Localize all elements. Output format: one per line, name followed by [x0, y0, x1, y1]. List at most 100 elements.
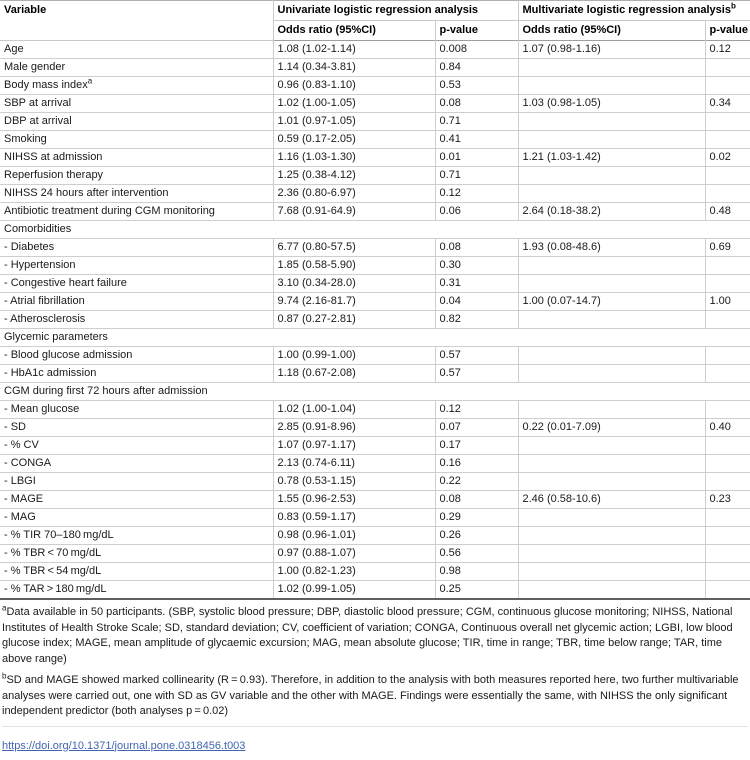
uni-p-value-cell: 0.17: [434, 436, 518, 455]
multi-odds-ratio-cell: 0.22 (0.01-7.09): [517, 418, 705, 437]
uni-odds-ratio-cell: 0.96 (0.83-1.10): [272, 76, 435, 95]
multi-odds-ratio-cell: [517, 454, 705, 473]
table-row: - MAGE 1.55 (0.96-2.53) 0.08 2.46 (0.58-10.…: [0, 490, 750, 509]
uni-odds-ratio-cell: 1.85 (0.58-5.90): [272, 256, 435, 275]
multi-odds-ratio-cell: [517, 508, 705, 527]
multi-p-value-cell: [704, 436, 750, 455]
table-row: - LBGI 0.78 (0.53-1.15) 0.22: [0, 472, 750, 491]
variable-cell: Body mass indexa: [0, 76, 273, 95]
uni-odds-ratio-cell: 1.02 (1.00-1.04): [272, 400, 435, 419]
table-row: Reperfusion therapy 1.25 (0.38-4.12) 0.71: [0, 166, 750, 185]
multi-odds-ratio-cell: [517, 526, 705, 545]
multi-p-value-cell: 0.48: [704, 202, 750, 221]
multi-odds-ratio-cell: [517, 166, 705, 185]
multi-odds-ratio-cell: 1.21 (1.03-1.42): [517, 148, 705, 167]
uni-p-value-cell: 0.25: [434, 580, 518, 599]
footnote-b-marker: b: [2, 671, 7, 681]
uni-odds-ratio-cell: 9.74 (2.16-81.7): [272, 292, 435, 311]
footnote-b-text: SD and MAGE showed marked collinearity (…: [2, 674, 739, 717]
multi-p-value-cell: [704, 166, 750, 185]
section-label: Comorbidities: [0, 220, 750, 239]
uni-p-value-cell: 0.30: [434, 256, 518, 275]
footnotes: aData available in 50 participants. (SBP…: [2, 603, 748, 720]
table-row: Antibiotic treatment during CGM monitori…: [0, 202, 750, 221]
uni-odds-ratio-cell: 1.00 (0.99-1.00): [272, 346, 435, 365]
multi-odds-ratio-cell: [517, 544, 705, 563]
uni-p-value-cell: 0.22: [434, 472, 518, 491]
multivariate-footnote-marker: b: [730, 1, 736, 11]
col-header-multivariate-group: Multivariate logistic regression analysi…: [517, 0, 750, 21]
uni-p-value-cell: 0.04: [434, 292, 518, 311]
table-row: - SD 2.85 (0.91-8.96) 0.07 0.22 (0.01-7.09)…: [0, 418, 750, 437]
multi-p-value-cell: [704, 508, 750, 527]
variable-cell: - HbA1c admission: [0, 364, 273, 383]
table-row: - HbA1c admission 1.18 (0.67-2.08) 0.57: [0, 364, 750, 383]
multi-odds-ratio-cell: [517, 274, 705, 293]
variable-cell: - % TBR < 70 mg/dL: [0, 544, 273, 563]
uni-p-value-cell: 0.07: [434, 418, 518, 437]
multi-p-value-cell: 0.23: [704, 490, 750, 509]
multi-odds-ratio-cell: [517, 472, 705, 491]
section-label: CGM during first 72 hours after admissio…: [0, 382, 750, 401]
uni-p-value-cell: 0.57: [434, 346, 518, 365]
variable-cell: - % TBR < 54 mg/dL: [0, 562, 273, 581]
table-row: - Blood glucose admission 1.00 (0.99-1.00…: [0, 346, 750, 365]
uni-p-value-cell: 0.53: [434, 76, 518, 95]
table-row: - CONGA 2.13 (0.74-6.11) 0.16: [0, 454, 750, 473]
uni-odds-ratio-cell: 1.00 (0.82-1.23): [272, 562, 435, 581]
multivariate-group-label: Multivariate logistic regression analysi…: [522, 4, 731, 16]
uni-odds-ratio-cell: 1.02 (1.00-1.05): [272, 94, 435, 113]
multi-p-value-cell: 0.34: [704, 94, 750, 113]
doi-link[interactable]: https://doi.org/10.1371/journal.pone.031…: [2, 739, 246, 752]
table-row: - Diabetes 6.77 (0.80-57.5) 0.08 1.93 (0.08…: [0, 238, 750, 257]
uni-odds-ratio-cell: 1.07 (0.97-1.17): [272, 436, 435, 455]
uni-p-value-cell: 0.26: [434, 526, 518, 545]
multi-p-value-cell: [704, 454, 750, 473]
uni-odds-ratio-cell: 0.87 (0.27-2.81): [272, 310, 435, 329]
table-row: - % TBR < 70 mg/dL 0.97 (0.88-1.07) 0.56: [0, 544, 750, 563]
multi-p-value-cell: [704, 364, 750, 383]
table-header: Variable Univariate logistic regression …: [0, 0, 750, 41]
table-row: - % CV 1.07 (0.97-1.17) 0.17: [0, 436, 750, 455]
multi-p-value-cell: [704, 76, 750, 95]
table-body: Age 1.08 (1.02-1.14) 0.008 1.07 (0.98-1.16)…: [0, 40, 750, 599]
variable-cell: DBP at arrival: [0, 112, 273, 131]
variable-cell: - % TAR > 180 mg/dL: [4, 583, 107, 595]
multi-p-value-cell: 0.40: [704, 418, 750, 437]
uni-odds-ratio-cell: 2.13 (0.74-6.11): [272, 454, 435, 473]
uni-p-value-cell: 0.008: [434, 40, 518, 59]
uni-p-value-cell: 0.08: [434, 490, 518, 509]
multi-p-value-cell: [704, 526, 750, 545]
col-header-uni-odds-ratio: Odds ratio (95%CI): [277, 24, 376, 36]
uni-p-value-cell: 0.12: [434, 184, 518, 203]
multi-odds-ratio-cell: [517, 76, 705, 95]
uni-p-value-cell: 0.16: [434, 454, 518, 473]
multi-p-value-cell: [704, 472, 750, 491]
variable-cell: - Atherosclerosis: [0, 310, 273, 329]
table-row: - Mean glucose 1.02 (1.00-1.04) 0.12: [0, 400, 750, 419]
multi-odds-ratio-cell: [517, 580, 705, 599]
uni-odds-ratio-cell: 1.14 (0.34-3.81): [272, 58, 435, 77]
table-row: Age 1.08 (1.02-1.14) 0.008 1.07 (0.98-1.16)…: [0, 40, 750, 59]
uni-p-value-cell: 0.08: [434, 238, 518, 257]
table-row: NIHSS at admission 1.16 (1.03-1.30) 0.01 1.…: [0, 148, 750, 167]
multi-odds-ratio-cell: [517, 256, 705, 275]
variable-cell: Age: [0, 40, 273, 59]
multi-p-value-cell: [704, 400, 750, 419]
uni-odds-ratio-cell: 0.98 (0.96-1.01): [272, 526, 435, 545]
table-row: DBP at arrival 1.01 (0.97-1.05) 0.71: [0, 112, 750, 131]
uni-p-value-cell: 0.56: [434, 544, 518, 563]
variable-footnote-marker: a: [87, 76, 93, 86]
multi-odds-ratio-cell: [517, 400, 705, 419]
multi-odds-ratio-cell: [517, 184, 705, 203]
multi-p-value-cell: 0.12: [704, 40, 750, 59]
uni-p-value-cell: 0.29: [434, 508, 518, 527]
multi-p-value-cell: [704, 256, 750, 275]
footnote-a-marker: a: [2, 603, 7, 613]
section-label: Glycemic parameters: [0, 328, 750, 347]
variable-cell: NIHSS at admission: [0, 148, 273, 167]
variable-cell: - MAG: [0, 508, 273, 527]
regression-table: Variable Univariate logistic regression …: [0, 0, 750, 600]
footnote-a-text: Data available in 50 participants. (SBP,…: [2, 606, 733, 665]
multi-odds-ratio-cell: 2.46 (0.58-10.6): [517, 490, 705, 509]
